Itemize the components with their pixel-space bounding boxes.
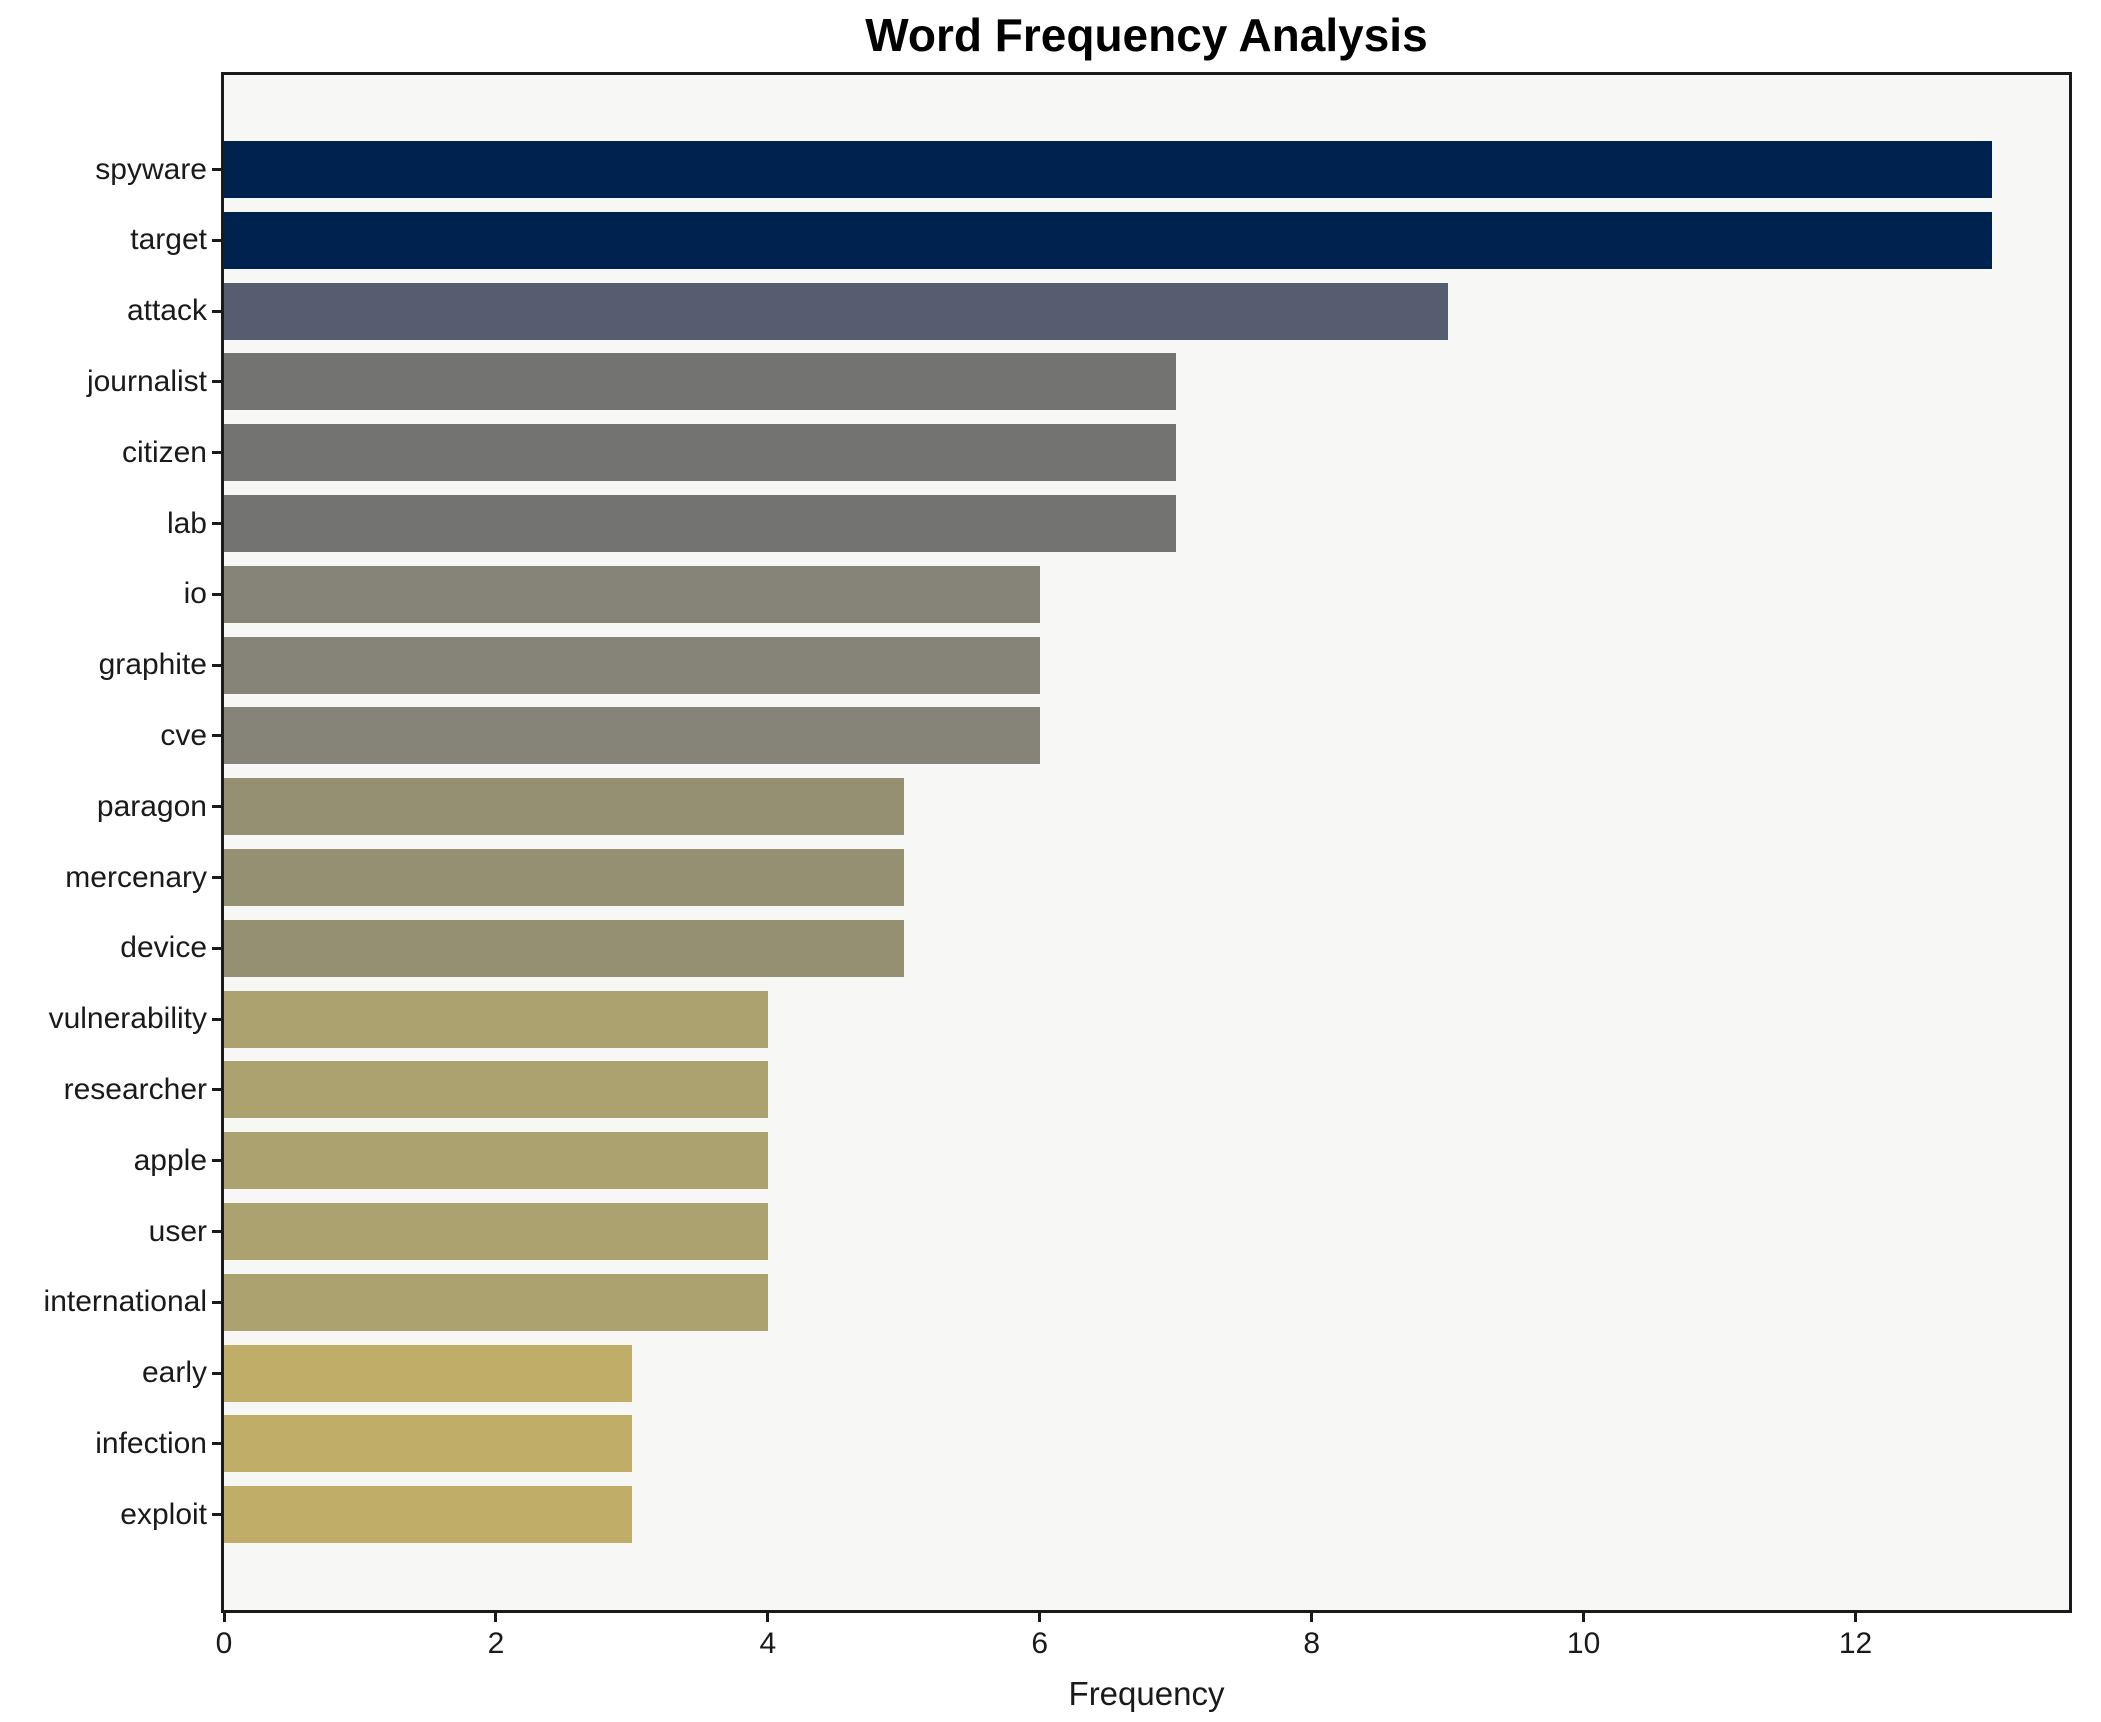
x-tick-label-12: 12 (1838, 1627, 1873, 1660)
bar-spyware (224, 141, 1992, 198)
x-tick-mark (1854, 1613, 1858, 1622)
y-label-io: io (183, 577, 207, 611)
x-tick-label-2: 2 (487, 1627, 505, 1660)
y-tick-mark (212, 238, 221, 242)
x-axis-title: Frequency (1068, 1675, 1225, 1712)
y-label-user: user (148, 1214, 207, 1248)
bar-apple (224, 1132, 768, 1190)
y-label-mercenary: mercenary (65, 860, 207, 894)
y-tick-mark (212, 1442, 221, 1446)
y-label-apple: apple (133, 1143, 207, 1177)
y-tick-mark (212, 1513, 221, 1517)
y-label-citizen: citizen (121, 435, 207, 469)
bar-user (224, 1203, 768, 1260)
y-tick-mark (212, 734, 221, 738)
y-tick-mark (212, 522, 221, 525)
y-tick-mark (212, 1159, 221, 1163)
bar-target (224, 211, 1992, 269)
x-tick-mark (222, 1613, 226, 1622)
x-tick-label-6: 6 (1031, 1627, 1049, 1660)
y-tick-mark (212, 168, 221, 171)
y-tick-mark (212, 1300, 221, 1304)
y-label-infection: infection (95, 1426, 207, 1460)
bar-exploit (224, 1486, 632, 1544)
y-label-spyware: spyware (95, 152, 207, 186)
y-label-researcher: researcher (63, 1072, 207, 1106)
y-label-journalist: journalist (86, 364, 207, 398)
y-tick-mark (212, 309, 221, 313)
bar-lab (224, 495, 1176, 552)
y-label-graphite: graphite (98, 648, 207, 682)
x-tick-mark (1310, 1613, 1314, 1622)
x-tick-mark (1582, 1613, 1586, 1622)
bar-researcher (224, 1061, 768, 1119)
y-tick-mark (212, 1371, 221, 1375)
y-label-vulnerability: vulnerability (48, 1002, 207, 1036)
y-label-device: device (120, 931, 207, 965)
y-label-paragon: paragon (96, 789, 207, 823)
bar-international (224, 1273, 768, 1331)
y-tick-mark (212, 663, 221, 667)
bar-infection (224, 1415, 632, 1473)
x-tick-mark (766, 1613, 770, 1622)
bar-cve (224, 707, 1040, 765)
bar-mercenary (224, 849, 904, 906)
x-tick-label-4: 4 (759, 1627, 777, 1660)
x-tick-mark (1038, 1613, 1042, 1622)
y-tick-mark (212, 1230, 221, 1233)
y-label-attack: attack (126, 294, 207, 328)
chart-title: Word Frequency Analysis (865, 9, 1428, 61)
bar-graphite (224, 636, 1040, 694)
y-tick-mark (212, 876, 221, 879)
y-tick-mark (212, 805, 221, 809)
y-tick-mark (212, 592, 221, 596)
bar-io (224, 565, 1040, 623)
x-tick-mark (494, 1613, 498, 1622)
y-label-exploit: exploit (120, 1497, 207, 1531)
y-label-early: early (141, 1356, 207, 1390)
bar-paragon (224, 778, 904, 836)
x-tick-label-8: 8 (1303, 1627, 1321, 1660)
y-label-lab: lab (166, 506, 207, 540)
y-label-target: target (130, 223, 207, 257)
y-tick-mark (212, 1088, 221, 1092)
y-tick-mark (212, 1017, 221, 1021)
bar-device (224, 919, 904, 977)
bar-journalist (224, 353, 1176, 411)
y-tick-mark (212, 380, 221, 384)
y-tick-mark (212, 946, 221, 950)
bar-citizen (224, 424, 1176, 482)
bar-vulnerability (224, 990, 768, 1048)
x-tick-label-10: 10 (1566, 1627, 1601, 1660)
y-label-cve: cve (160, 718, 207, 752)
bar-early (224, 1344, 632, 1402)
y-label-international: international (43, 1285, 207, 1319)
y-tick-mark (212, 451, 221, 455)
x-tick-label-0: 0 (215, 1627, 233, 1660)
bar-attack (224, 282, 1448, 340)
